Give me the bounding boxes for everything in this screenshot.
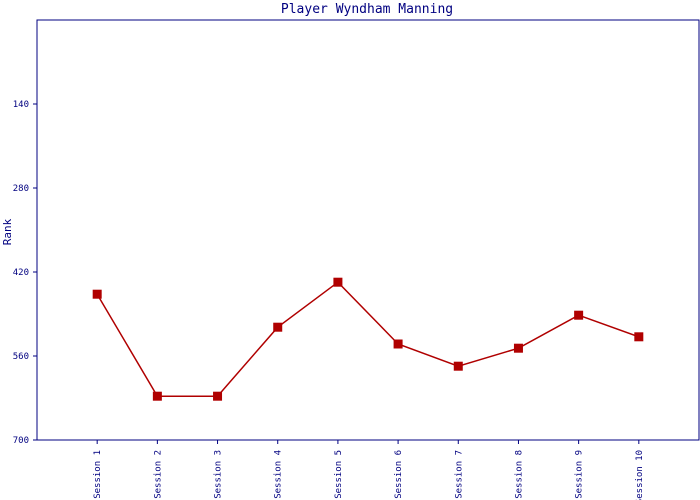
x-tick-label: Session 5 — [334, 450, 344, 499]
x-tick-label: Session 3 — [214, 450, 224, 499]
marker — [393, 339, 403, 349]
marker — [453, 361, 463, 371]
marker — [333, 277, 343, 287]
line — [96, 281, 640, 397]
x-tick-label: Session 9 — [575, 450, 585, 499]
y-tick-label: 420 — [13, 268, 29, 278]
marker — [513, 343, 523, 353]
marker — [273, 322, 283, 332]
y-tick-label: 560 — [13, 352, 29, 362]
x-tick-label: Session 8 — [514, 450, 524, 499]
x-tick-label: Session 10 — [635, 450, 645, 500]
x-tick-label: Session 4 — [274, 450, 284, 499]
x-tick-label: Session 2 — [153, 450, 163, 499]
x-tick-label: Session 1 — [93, 450, 103, 499]
marker — [574, 310, 584, 320]
y-tick-label: 140 — [13, 100, 29, 110]
marker — [634, 332, 644, 342]
marker — [92, 289, 102, 299]
y-tick-label: 700 — [13, 436, 29, 446]
marker — [213, 391, 223, 401]
marker — [152, 391, 162, 401]
plot-frame — [36, 19, 700, 441]
y-axis-label: Rank — [1, 218, 14, 245]
x-tick-label: Session 6 — [394, 450, 404, 499]
chart-title: Player Wyndham Manning — [281, 2, 453, 17]
x-tick-label: Session 7 — [454, 450, 464, 499]
y-tick-label: 280 — [13, 184, 29, 194]
